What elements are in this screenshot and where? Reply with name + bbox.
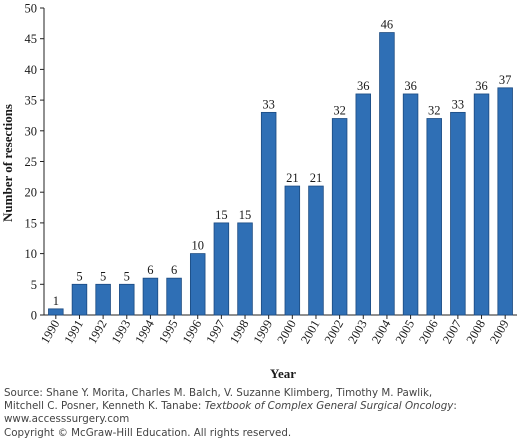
y-tick-label: 15 [25, 216, 38, 230]
y-tick-label: 20 [25, 186, 38, 200]
book-suffix: : [453, 400, 457, 413]
bar [189, 253, 206, 316]
data-label: 46 [381, 18, 394, 32]
x-tick-label: 2000 [274, 318, 299, 347]
y-tick-label: 25 [25, 155, 38, 169]
y-tick-label: 40 [25, 63, 38, 77]
x-tick-label: 1994 [132, 317, 157, 346]
data-label: 37 [499, 73, 512, 87]
source-text: Source: Shane Y. Morita, Charles M. Balc… [4, 387, 433, 399]
bar [473, 93, 490, 316]
data-label: 15 [239, 208, 252, 222]
bar [402, 93, 419, 316]
x-tick-label: 1998 [227, 318, 252, 347]
x-tick-label: 2003 [345, 318, 370, 347]
x-tick-label: 2002 [322, 318, 347, 347]
data-label: 33 [262, 97, 275, 111]
bar [450, 111, 466, 316]
x-tick-label: 2005 [393, 318, 418, 347]
data-label: 32 [333, 104, 346, 118]
x-tick-label: 2004 [369, 317, 394, 346]
data-label: 36 [404, 79, 417, 93]
source-line-1: Source: Shane Y. Morita, Charles M. Balc… [4, 387, 516, 400]
data-label: 10 [191, 239, 204, 253]
data-label: 32 [428, 104, 441, 118]
book-title: Textbook of Complex General Surgical Onc… [204, 400, 454, 413]
x-tick-label: 1995 [156, 318, 181, 347]
y-tick-label: 10 [25, 247, 38, 261]
data-label: 21 [286, 171, 299, 185]
bar [213, 222, 230, 316]
y-tick-label: 50 [25, 2, 38, 16]
data-label: 6 [171, 263, 177, 277]
y-tick-label: 30 [25, 124, 38, 138]
data-label: 6 [147, 263, 153, 277]
x-tick-label: 1997 [203, 318, 228, 347]
bar [48, 308, 64, 316]
bar [260, 111, 277, 316]
y-tick-label: 45 [25, 32, 38, 46]
bar [95, 283, 111, 316]
x-tick-label: 1996 [180, 318, 205, 347]
bar [497, 87, 513, 316]
x-tick-label: 2006 [416, 318, 441, 347]
bar [142, 277, 159, 316]
bars [48, 32, 513, 316]
copyright-text: Copyright © McGraw-Hill Education. All r… [4, 426, 292, 439]
source-url: www.accesssurgery.com [4, 413, 130, 426]
y-tick-label: 0 [31, 309, 37, 323]
data-label: 33 [452, 97, 465, 111]
data-label: 15 [215, 208, 228, 222]
bar [166, 277, 182, 316]
x-tick-label: 2009 [487, 318, 512, 347]
y-tick-label: 35 [25, 94, 38, 108]
data-label: 36 [475, 79, 488, 93]
data-label: 5 [100, 269, 106, 283]
data-label: 21 [310, 171, 323, 185]
y-axis-ticks: 0 5 10 15 20 25 30 35 40 45 50 [25, 2, 44, 323]
bar [284, 185, 301, 316]
data-label: 5 [124, 269, 130, 283]
source-credit: Source: Shane Y. Morita, Charles M. Balc… [4, 387, 516, 440]
bar [355, 93, 372, 316]
bar [119, 283, 135, 316]
data-label: 36 [357, 79, 370, 93]
x-axis-ticks: 1990 1991 1992 1993 1994 1995 1996 1997 1998 1999… [38, 315, 512, 346]
x-tick-label: 1992 [85, 318, 110, 347]
x-tick-label: 1993 [109, 318, 134, 347]
source-line-2: Mitchell C. Posner, Kenneth K. Tanabe: T… [4, 400, 516, 413]
x-tick-label: 1990 [38, 318, 63, 347]
y-tick-label: 5 [31, 278, 37, 292]
bar [71, 283, 88, 316]
source-authors: Mitchell C. Posner, Kenneth K. Tanabe: [4, 400, 205, 413]
x-tick-label: 1999 [251, 318, 276, 347]
bar [379, 32, 395, 316]
x-axis-title: Year [270, 366, 296, 381]
x-tick-label: 2001 [298, 318, 323, 347]
bar [426, 118, 442, 316]
x-tick-label: 2008 [463, 318, 488, 347]
data-label: 5 [76, 269, 82, 283]
bar [331, 118, 348, 316]
bar [237, 222, 253, 316]
bar [308, 185, 324, 316]
chart-axes [43, 8, 517, 316]
x-tick-label: 1991 [61, 318, 86, 347]
y-axis-title: Number of resections [0, 104, 15, 222]
x-tick-label: 2007 [440, 318, 465, 347]
data-label: 1 [53, 294, 59, 308]
